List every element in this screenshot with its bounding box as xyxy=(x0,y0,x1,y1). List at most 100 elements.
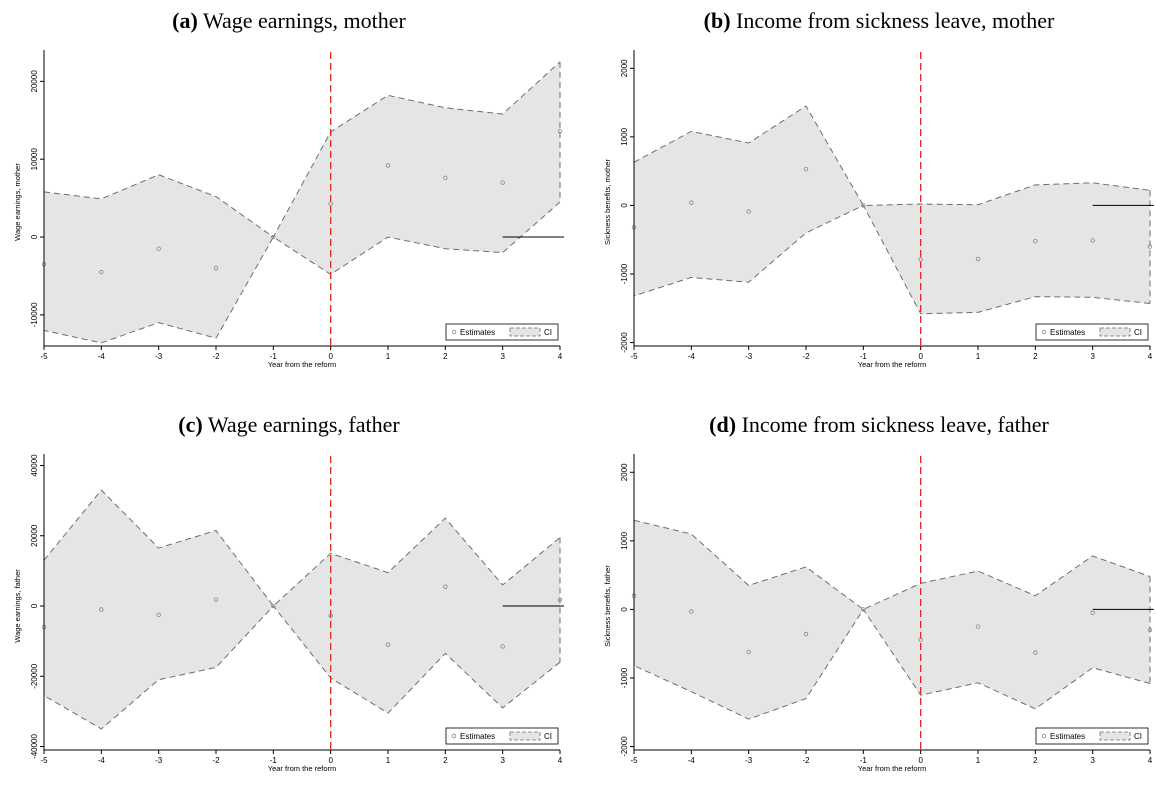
x-axis-label: Year from the reform xyxy=(858,360,927,369)
chart-title: (c) Wage earnings, father xyxy=(0,412,578,438)
x-tick-label: -2 xyxy=(212,756,220,765)
estimate-point xyxy=(271,603,276,609)
ci-upper-line xyxy=(43,489,561,607)
estimate-point xyxy=(385,642,391,647)
estimate-point xyxy=(689,200,694,205)
x-tick-label: -2 xyxy=(802,352,810,361)
estimate-point xyxy=(746,649,751,655)
legend-ci-label: CI xyxy=(544,732,552,741)
estimate-point xyxy=(328,613,333,619)
chart-title: (d) Income from sickness leave, father xyxy=(590,412,1156,438)
x-tick-label: 2 xyxy=(443,756,448,765)
legend-ci-swatch xyxy=(509,731,541,741)
estimate-point xyxy=(1090,610,1095,616)
estimate-point xyxy=(1147,244,1153,249)
y-tick-label: 0 xyxy=(620,607,629,612)
x-tick-label: 3 xyxy=(1090,352,1095,361)
legend-ci-swatch xyxy=(1099,327,1131,337)
estimate-point xyxy=(557,128,563,134)
title-text: Wage earnings, father xyxy=(207,412,400,437)
chart-svg: -5 -4 -3 -2 -1 0 1 2 3 4 -2000 -1000 0 1000 2000 Year f… xyxy=(603,454,1154,773)
x-tick-label: -4 xyxy=(688,352,696,361)
ci-band xyxy=(44,61,560,343)
estimate-point xyxy=(975,624,981,629)
legend-ci-label: CI xyxy=(1134,732,1142,741)
y-tick-label: 2000 xyxy=(620,59,629,77)
x-tick-label: 3 xyxy=(500,756,505,765)
estimate-point xyxy=(689,609,694,614)
estimate-point xyxy=(443,175,448,181)
y-tick-label: -1000 xyxy=(620,263,629,284)
x-tick-label: -5 xyxy=(630,756,638,765)
x-axis-label: Year from the reform xyxy=(268,764,337,773)
estimate-point xyxy=(500,644,505,649)
estimate-point xyxy=(99,269,104,275)
x-tick-label: -4 xyxy=(98,756,106,765)
x-tick-label: -2 xyxy=(212,352,220,361)
panel-tag: (d) xyxy=(709,412,737,437)
y-tick-label: -2000 xyxy=(620,736,629,757)
panel-c: (c) Wage earnings, father -5 -4 -3 -2 -1 0 1 2 3… xyxy=(0,404,578,790)
x-axis-label: Year from the reform xyxy=(858,764,927,773)
x-tick-label: 0 xyxy=(328,756,333,765)
x-tick-label: -2 xyxy=(802,756,810,765)
legend-estimates-label: Estimates xyxy=(1050,732,1085,741)
x-tick-label: -3 xyxy=(745,352,753,361)
x-tick-label: 3 xyxy=(500,352,505,361)
x-tick-label: 0 xyxy=(918,756,923,765)
x-tick-label: -4 xyxy=(98,352,106,361)
x-tick-label: 1 xyxy=(386,352,391,361)
x-tick-label: 2 xyxy=(443,352,448,361)
estimate-point xyxy=(861,607,866,612)
legend-estimates-label: Estimates xyxy=(1050,328,1085,337)
ci-lower-line xyxy=(43,605,561,730)
x-tick-label: 4 xyxy=(558,352,563,361)
x-tick-label: -5 xyxy=(40,352,48,361)
legend-estimates-label: Estimates xyxy=(460,732,495,741)
ci-band xyxy=(634,106,1150,314)
ci-band xyxy=(44,490,560,729)
legend-ci-label: CI xyxy=(1134,328,1142,337)
estimate-point xyxy=(803,631,809,637)
estimate-point xyxy=(861,203,866,208)
x-tick-label: -4 xyxy=(688,756,696,765)
x-tick-label: -1 xyxy=(270,756,278,765)
chart-svg: -5 -4 -3 -2 -1 0 1 2 3 4 -40000 -20000 0 20000 40000 Ye… xyxy=(13,454,564,773)
y-tick-label: 20000 xyxy=(30,70,39,93)
y-axis-label: Wage earnings, mother xyxy=(13,163,22,241)
y-tick-label: 2000 xyxy=(620,463,629,481)
estimate-point xyxy=(328,201,333,206)
y-tick-label: 10000 xyxy=(30,148,39,171)
chart-title: (b) Income from sickness leave, mother xyxy=(590,8,1156,34)
estimate-point xyxy=(156,246,161,251)
estimate-point xyxy=(1090,238,1095,243)
title-text: Wage earnings, mother xyxy=(202,8,406,33)
estimate-point xyxy=(1147,627,1153,633)
panel-d: (d) Income from sickness leave, father -… xyxy=(590,404,1156,790)
y-tick-label: 0 xyxy=(30,234,39,239)
legend-estimates-marker xyxy=(1041,329,1047,335)
y-tick-label: 40000 xyxy=(30,454,39,477)
y-tick-label: -40000 xyxy=(30,733,39,758)
panel-b: (b) Income from sickness leave, mother -… xyxy=(590,0,1156,386)
y-tick-label: -1000 xyxy=(620,667,629,688)
x-tick-label: 0 xyxy=(328,352,333,361)
y-tick-label: 0 xyxy=(620,203,629,208)
x-tick-label: 3 xyxy=(1090,756,1095,765)
estimate-point xyxy=(975,256,981,262)
title-text: Income from sickness leave, father xyxy=(741,412,1049,437)
estimate-point xyxy=(803,166,809,172)
panel-a: (a) Wage earnings, mother -5 -4 -3 -2 -1 0 1 2 3… xyxy=(0,0,578,386)
estimate-point xyxy=(918,257,923,262)
ci-lower-line xyxy=(43,201,561,344)
estimate-point xyxy=(156,612,161,617)
legend-ci-swatch xyxy=(1099,731,1131,741)
x-tick-label: -3 xyxy=(745,756,753,765)
y-tick-label: 1000 xyxy=(620,531,629,549)
estimate-point xyxy=(1033,238,1038,244)
legend-estimates-label: Estimates xyxy=(460,328,495,337)
ci-lower-line xyxy=(633,204,1151,315)
estimate-point xyxy=(746,209,751,214)
x-axis-label: Year from the reform xyxy=(268,360,337,369)
chart-svg: -5 -4 -3 -2 -1 0 1 2 3 4 -10000 0 10000 20000 Year fro… xyxy=(13,50,564,369)
